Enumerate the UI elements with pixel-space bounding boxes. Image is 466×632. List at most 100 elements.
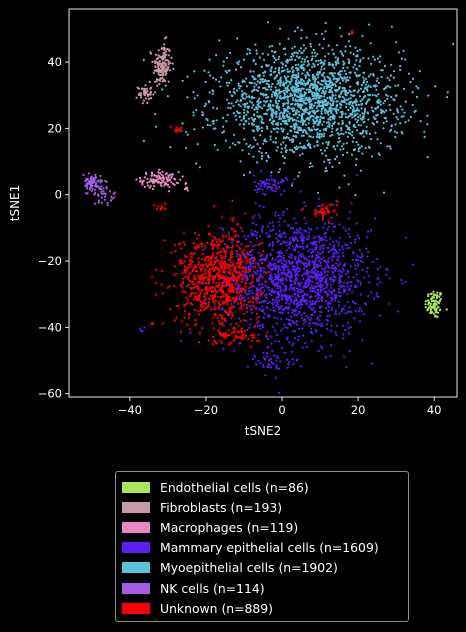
data-point	[263, 259, 266, 262]
data-point	[298, 56, 301, 59]
data-point	[220, 316, 223, 319]
data-point	[232, 261, 235, 264]
data-point	[242, 253, 245, 256]
data-point	[366, 112, 370, 115]
data-point	[203, 295, 206, 298]
data-point	[308, 282, 311, 285]
data-point	[222, 125, 225, 128]
data-point	[230, 279, 233, 282]
data-point	[278, 251, 281, 254]
data-point	[376, 113, 379, 116]
data-point	[325, 169, 328, 172]
data-point	[241, 92, 244, 96]
data-point	[248, 250, 251, 253]
data-point	[218, 320, 221, 323]
data-point	[376, 100, 379, 103]
data-point	[320, 311, 323, 314]
data-point	[285, 91, 288, 94]
data-point	[157, 70, 160, 73]
data-point	[156, 180, 159, 183]
data-point	[201, 281, 205, 284]
data-point	[160, 283, 163, 286]
data-point	[202, 305, 205, 308]
data-point	[339, 73, 342, 76]
data-point	[221, 314, 224, 317]
data-point	[319, 94, 323, 98]
data-point	[383, 99, 387, 102]
data-point	[181, 262, 184, 265]
data-point	[307, 276, 310, 279]
data-point	[343, 101, 346, 104]
data-point	[342, 63, 345, 66]
data-point	[357, 150, 360, 153]
data-point	[218, 314, 222, 317]
data-point	[286, 326, 289, 329]
data-point	[248, 105, 251, 108]
data-point	[142, 179, 145, 182]
data-point	[261, 305, 264, 308]
data-point	[218, 80, 221, 83]
data-point	[321, 267, 324, 270]
y-tick-label: −20	[38, 254, 62, 268]
data-point	[307, 227, 311, 230]
data-point	[241, 327, 244, 330]
data-point	[316, 84, 319, 87]
data-point	[300, 107, 303, 110]
data-point	[291, 245, 294, 248]
data-point	[94, 173, 97, 176]
data-point	[103, 192, 106, 195]
data-point	[278, 224, 281, 227]
data-point	[319, 149, 322, 152]
data-point	[291, 295, 294, 298]
data-point	[140, 87, 143, 90]
data-point	[218, 277, 221, 280]
data-point	[241, 250, 244, 253]
data-point	[261, 180, 264, 183]
data-point	[256, 339, 259, 343]
data-point	[186, 75, 189, 78]
data-point	[362, 81, 366, 84]
data-point	[290, 77, 293, 81]
data-point	[286, 274, 289, 278]
data-point	[287, 270, 290, 273]
data-point	[266, 338, 270, 341]
data-point	[221, 300, 224, 303]
data-point	[278, 66, 281, 69]
data-point	[260, 121, 263, 124]
data-point	[244, 266, 247, 269]
data-point	[211, 89, 214, 92]
data-point	[294, 236, 297, 239]
data-point	[297, 310, 301, 313]
data-point	[220, 241, 223, 244]
data-point	[345, 89, 348, 92]
data-point	[210, 264, 213, 267]
data-point	[274, 184, 277, 187]
data-point	[288, 261, 291, 264]
data-point	[367, 295, 370, 298]
data-point	[194, 291, 198, 295]
data-point	[228, 334, 231, 337]
data-point	[424, 303, 427, 306]
data-point	[296, 52, 299, 55]
data-point	[386, 94, 389, 98]
data-point	[313, 260, 316, 263]
data-point	[303, 236, 306, 239]
data-point	[272, 183, 275, 186]
data-point	[255, 185, 258, 188]
data-point	[216, 285, 219, 288]
data-point	[271, 288, 274, 291]
data-point	[292, 342, 295, 345]
data-point	[379, 100, 382, 103]
data-point	[282, 240, 285, 243]
data-point	[164, 62, 167, 65]
data-point	[364, 86, 367, 89]
data-point	[203, 258, 207, 261]
data-point	[250, 334, 253, 337]
data-point	[208, 268, 211, 271]
data-point	[323, 79, 326, 82]
data-point	[305, 314, 308, 317]
data-point	[299, 65, 302, 68]
data-point	[289, 125, 292, 128]
data-point	[316, 191, 320, 194]
data-point	[282, 278, 285, 281]
